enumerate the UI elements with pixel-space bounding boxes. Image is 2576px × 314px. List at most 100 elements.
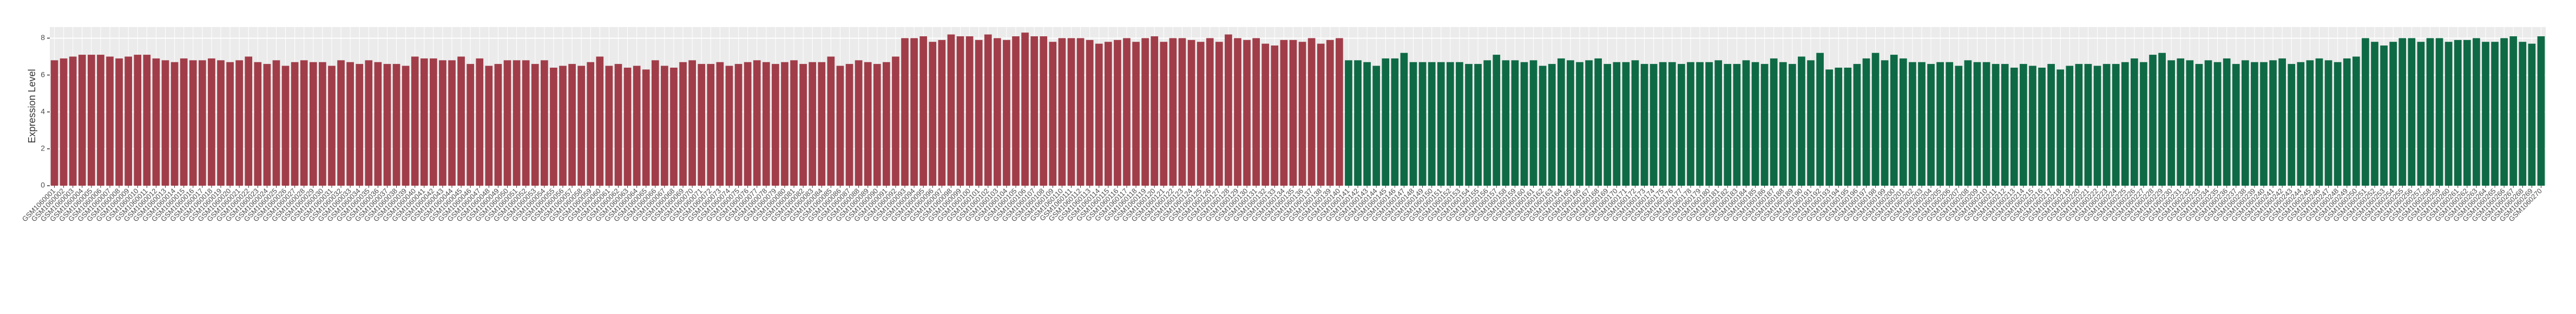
bar xyxy=(356,64,364,186)
bar xyxy=(818,62,826,186)
bar xyxy=(799,64,807,186)
y-axis-title: Expression Level xyxy=(27,69,37,143)
bar xyxy=(2242,60,2249,186)
bar xyxy=(512,60,521,186)
bar xyxy=(245,56,253,186)
bar xyxy=(679,62,687,186)
bar xyxy=(652,60,659,186)
bar xyxy=(2426,38,2434,186)
bar xyxy=(2334,62,2342,186)
bar xyxy=(476,58,484,186)
bar xyxy=(134,55,142,186)
bar xyxy=(1197,42,1205,186)
bar xyxy=(1437,62,1445,186)
plot-panel xyxy=(50,27,2546,186)
bar xyxy=(1909,62,1916,186)
bar xyxy=(1936,62,1944,186)
bar xyxy=(1862,58,1870,186)
bar xyxy=(772,64,779,186)
bar xyxy=(2343,58,2351,186)
bar xyxy=(1613,62,1621,186)
bar xyxy=(614,64,622,186)
bar xyxy=(2195,64,2203,186)
bar xyxy=(734,64,742,186)
bar xyxy=(1382,58,1390,186)
bar xyxy=(2380,45,2388,186)
bar xyxy=(1336,38,1343,186)
bar xyxy=(272,60,280,186)
bar xyxy=(2158,53,2166,186)
bar xyxy=(430,58,437,186)
bar xyxy=(309,62,317,186)
bar xyxy=(2213,62,2222,186)
bar xyxy=(910,38,918,186)
bar xyxy=(1946,62,1954,186)
bar xyxy=(587,62,595,186)
bar xyxy=(503,60,511,186)
bar xyxy=(485,66,493,186)
bar xyxy=(2362,38,2369,186)
bar xyxy=(2509,36,2518,186)
bar xyxy=(374,62,382,186)
bar xyxy=(1640,64,1648,186)
bar xyxy=(716,62,724,186)
bar xyxy=(1114,40,1121,186)
bar xyxy=(827,56,835,186)
bar xyxy=(1493,55,1501,186)
bar xyxy=(762,62,770,186)
bar xyxy=(2186,60,2194,186)
bar xyxy=(1178,38,1186,186)
bar xyxy=(753,60,761,186)
bar xyxy=(2297,62,2305,186)
bar xyxy=(1955,66,1963,186)
bar xyxy=(2020,64,2027,186)
bar xyxy=(2075,64,2083,186)
bar xyxy=(1289,40,1297,186)
bar xyxy=(2066,66,2074,186)
bar xyxy=(78,55,86,186)
bar xyxy=(1040,36,1048,186)
bar xyxy=(1871,53,1880,186)
bar xyxy=(707,64,715,186)
bar xyxy=(2251,62,2258,186)
bar xyxy=(106,56,114,186)
bar xyxy=(1881,60,1889,186)
bar xyxy=(2010,67,2018,186)
bar xyxy=(1104,42,1112,186)
bar xyxy=(1585,60,1593,186)
bar xyxy=(873,64,881,186)
bar xyxy=(1298,42,1306,186)
bar xyxy=(420,58,428,186)
bar xyxy=(892,56,899,186)
bar xyxy=(1982,62,1990,186)
bar xyxy=(439,60,446,186)
bar xyxy=(199,60,206,186)
bar xyxy=(300,60,308,186)
bar xyxy=(1816,53,1824,186)
bar xyxy=(494,64,502,186)
bar xyxy=(1003,40,1010,186)
bar xyxy=(1076,38,1085,186)
bar xyxy=(1576,62,1583,186)
bar xyxy=(1307,38,1316,186)
bar xyxy=(2324,60,2332,186)
bar xyxy=(1678,64,1685,186)
bar xyxy=(1594,58,1602,186)
bar xyxy=(1927,64,1935,186)
bar xyxy=(1844,67,1852,186)
y-tick-label: 0 xyxy=(41,181,45,189)
bar xyxy=(2029,66,2036,186)
bar xyxy=(633,66,641,186)
y-tick-label: 4 xyxy=(41,107,45,115)
bar xyxy=(836,66,844,186)
bar xyxy=(1160,42,1168,186)
bar xyxy=(2278,58,2286,186)
bar xyxy=(124,56,133,186)
bar xyxy=(1964,60,1972,186)
bar xyxy=(457,56,465,186)
bar xyxy=(1354,60,1362,186)
bar xyxy=(2417,42,2425,186)
bar xyxy=(1058,38,1066,186)
bar xyxy=(2038,67,2046,186)
bar xyxy=(1067,38,1075,186)
